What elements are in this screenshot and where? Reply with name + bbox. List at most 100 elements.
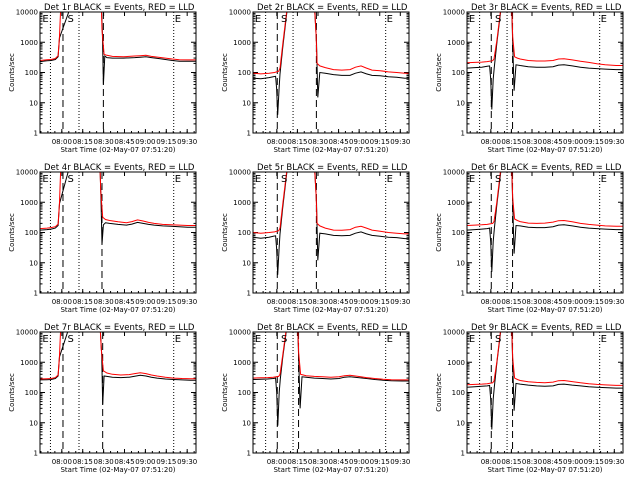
y-tick-label: 10 [456, 99, 465, 107]
y-tick-label: 100 [452, 229, 465, 237]
x-tick-label: 08:45 [542, 138, 562, 146]
event-marker-e: E [387, 174, 393, 185]
x-tick-label: 09:30 [390, 458, 410, 466]
x-tick-label: 08:45 [328, 458, 348, 466]
event-marker-e: E [469, 174, 475, 185]
series-line-lld [253, 172, 409, 235]
y-tick-label: 10 [456, 259, 465, 267]
event-marker-e: E [175, 334, 181, 345]
plot-area [467, 172, 623, 293]
x-tick-label: 09:30 [390, 298, 410, 306]
x-axis-label: Start Time (02-May-07 07:51:20) [60, 306, 175, 314]
panel-title: Det 1r BLACK = Events, RED = LLD [44, 3, 195, 13]
event-marker-e: E [42, 14, 48, 25]
plot-area [467, 12, 623, 133]
x-tick-label: 09:00 [349, 298, 369, 306]
y-tick-label: 10 [456, 419, 465, 427]
y-tick-label: 1 [247, 290, 251, 298]
x-tick-label: 08:15 [73, 298, 93, 306]
plot-area [253, 172, 409, 293]
x-tick-label: 08:45 [114, 298, 134, 306]
y-tick-label: 10 [242, 259, 251, 267]
series-line-lld [40, 12, 196, 61]
plot-frame [466, 11, 624, 134]
y-axis-label: Counts/sec [221, 213, 229, 252]
event-marker-s: S [495, 334, 501, 345]
series-line-events [467, 12, 623, 110]
panel-title: Det 5r BLACK = Events, RED = LLD [257, 163, 408, 173]
x-tick-label: 09:00 [135, 458, 155, 466]
x-tick-label: 09:00 [563, 138, 583, 146]
series-line-lld [253, 12, 409, 75]
y-tick-label: 10000 [443, 169, 465, 177]
x-tick-label: 08:45 [328, 298, 348, 306]
panel-title: Det 7r BLACK = Events, RED = LLD [44, 323, 195, 333]
x-axis-label: Start Time (02-May-07 07:51:20) [60, 466, 175, 474]
y-tick-label: 1 [34, 450, 38, 458]
y-axis-label: Counts/sec [221, 53, 229, 92]
y-tick-label: 10000 [443, 9, 465, 17]
y-tick-label: 1 [34, 130, 38, 138]
x-tick-label: 09:15 [584, 138, 604, 146]
x-tick-label: 08:30 [522, 298, 542, 306]
x-tick-label: 08:00 [481, 298, 501, 306]
y-tick-label: 1000 [447, 39, 465, 47]
event-marker-e: E [255, 14, 261, 25]
plot-area [467, 332, 623, 453]
y-tick-label: 1000 [233, 359, 251, 367]
x-tick-label: 09:15 [584, 458, 604, 466]
y-axis-label: Counts/sec [435, 213, 443, 252]
series-line-lld [467, 172, 623, 227]
y-tick-label: 1000 [447, 359, 465, 367]
x-tick-label: 09:00 [349, 138, 369, 146]
panel-title: Det 4r BLACK = Events, RED = LLD [44, 163, 195, 173]
plot-frame [252, 11, 410, 134]
x-axis-label: Start Time (02-May-07 07:51:20) [273, 146, 388, 154]
x-tick-label: 08:30 [94, 458, 114, 466]
event-marker-e: E [255, 174, 261, 185]
chart-panel-2: Det 2r BLACK = Events, RED = LLD 08:00 08:… [221, 3, 410, 154]
x-tick-label: 09:30 [177, 298, 197, 306]
x-tick-label: 08:15 [287, 298, 307, 306]
x-tick-label: 08:15 [501, 298, 521, 306]
x-tick-label: 08:15 [73, 458, 93, 466]
x-tick-label: 08:00 [267, 138, 287, 146]
x-tick-label: 08:30 [308, 298, 328, 306]
x-tick-label: 08:15 [73, 138, 93, 146]
x-tick-label: 09:15 [156, 138, 176, 146]
x-tick-label: 09:30 [604, 458, 624, 466]
x-tick-label: 09:15 [370, 298, 390, 306]
y-tick-label: 100 [25, 69, 38, 77]
plot-frame [252, 331, 410, 454]
panel-title: Det 8r BLACK = Events, RED = LLD [257, 323, 408, 333]
y-tick-label: 1 [247, 450, 251, 458]
event-marker-s: S [67, 334, 73, 345]
panel-title: Det 2r BLACK = Events, RED = LLD [257, 3, 408, 13]
x-tick-label: 08:45 [542, 298, 562, 306]
x-tick-label: 09:15 [156, 298, 176, 306]
x-tick-label: 09:15 [370, 458, 390, 466]
x-axis-label: Start Time (02-May-07 07:51:20) [60, 146, 175, 154]
x-tick-label: 09:30 [604, 298, 624, 306]
y-axis-label: Counts/sec [8, 373, 16, 412]
x-axis-label: Start Time (02-May-07 07:51:20) [487, 146, 602, 154]
y-tick-label: 100 [452, 389, 465, 397]
y-tick-label: 100 [25, 229, 38, 237]
y-tick-label: 1000 [447, 199, 465, 207]
y-tick-label: 10000 [16, 169, 38, 177]
x-tick-label: 09:00 [135, 298, 155, 306]
x-axis-label: Start Time (02-May-07 07:51:20) [487, 466, 602, 474]
x-tick-label: 08:30 [308, 138, 328, 146]
x-tick-label: 08:00 [481, 458, 501, 466]
event-marker-e: E [387, 14, 393, 25]
event-marker-e: E [42, 334, 48, 345]
x-axis-label: Start Time (02-May-07 07:51:20) [487, 306, 602, 314]
y-axis-label: Counts/sec [435, 53, 443, 92]
y-tick-label: 10 [242, 99, 251, 107]
x-tick-label: 09:30 [604, 138, 624, 146]
